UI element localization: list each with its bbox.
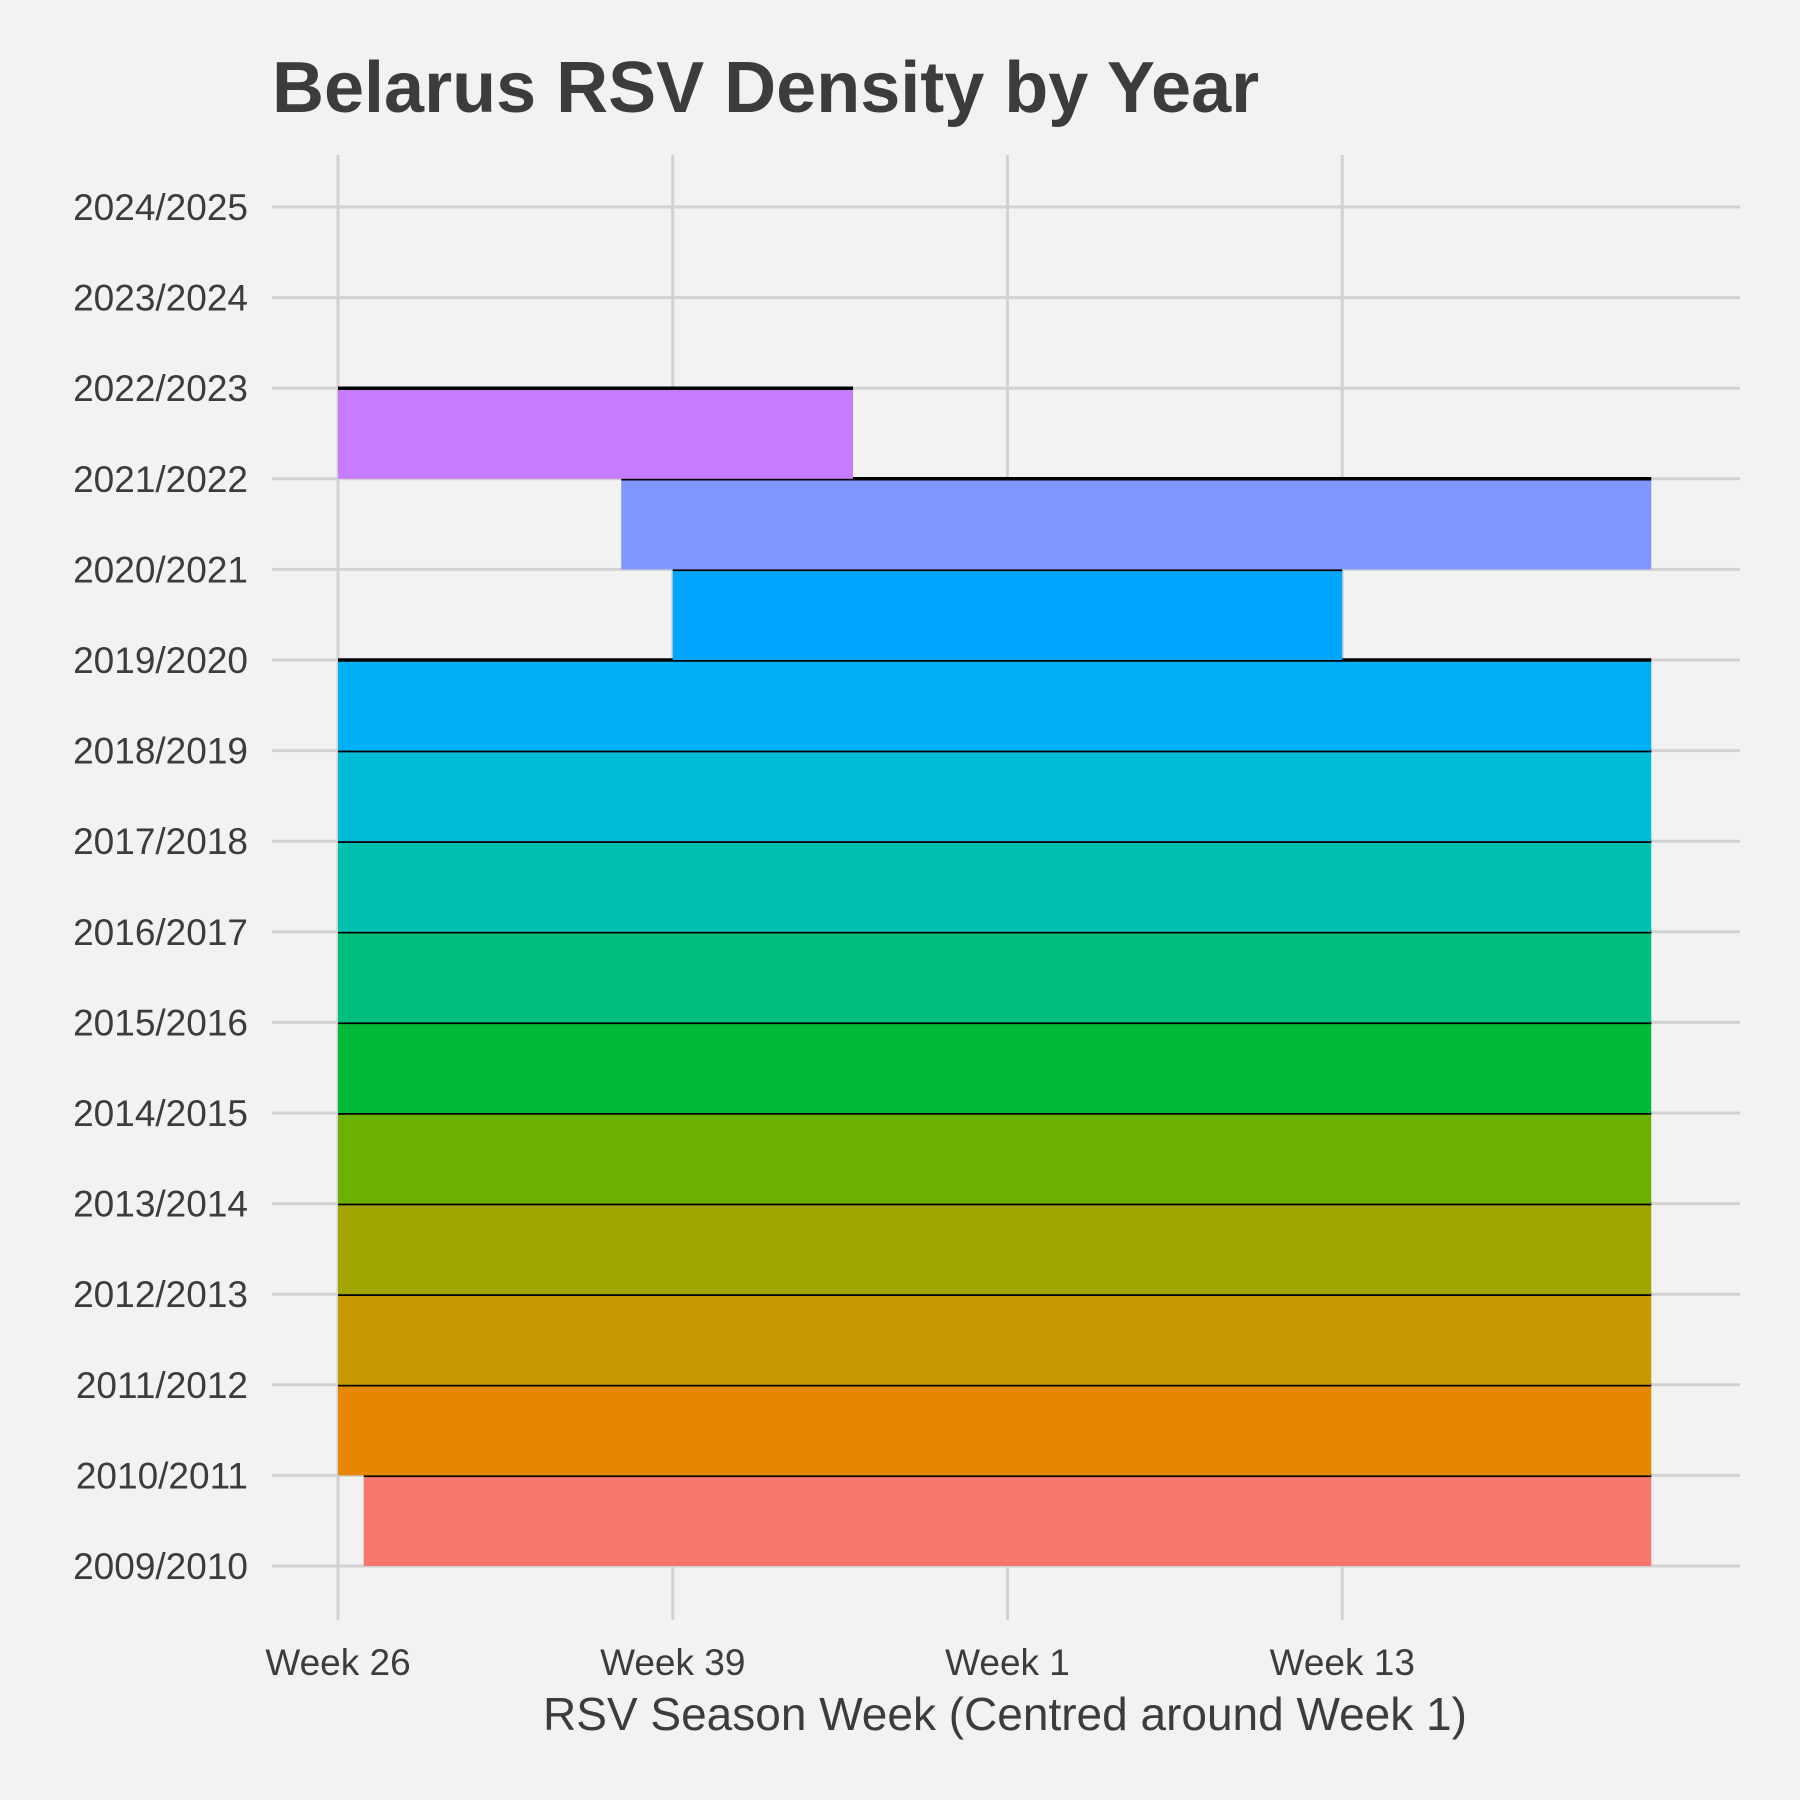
ridge-fill [338, 1294, 1652, 1385]
ridge-fill [338, 1113, 1652, 1204]
y-tick-label: 2019/2020 [73, 640, 248, 681]
y-tick-label: 2017/2018 [73, 821, 248, 862]
ridge-fill [338, 1384, 1652, 1476]
x-tick-label: Week 39 [600, 1642, 745, 1683]
ridge-fill [338, 841, 1652, 932]
ridge-fill [338, 1203, 1652, 1295]
ridge-fill [338, 388, 853, 479]
y-tick-label: 2022/2023 [73, 368, 248, 409]
y-tick-label: 2014/2015 [73, 1093, 248, 1134]
y-tick-label: 2016/2017 [73, 912, 248, 953]
ridge-fill [338, 660, 1652, 751]
x-axis-title: RSV Season Week (Centred around Week 1) [543, 1688, 1467, 1740]
x-tick-labels: Week 26 Week 39 Week 1 Week 13 [265, 1642, 1415, 1683]
y-tick-label: 2023/2024 [73, 278, 248, 319]
ridge-fill [363, 1475, 1652, 1566]
y-tick-label: 2012/2013 [73, 1274, 248, 1315]
ridge-bands [338, 386, 1652, 1566]
y-tick-label: 2010/2011 [76, 1455, 248, 1496]
ridge-fill [338, 1022, 1652, 1113]
ridge-fill [338, 931, 1652, 1023]
ridge-fill [338, 750, 1652, 842]
y-tick-label: 2021/2022 [73, 459, 248, 500]
x-tick-label: Week 13 [1270, 1642, 1415, 1683]
x-tick-label: Week 1 [945, 1642, 1070, 1683]
y-tick-label: 2024/2025 [73, 187, 248, 228]
y-tick-label: 2018/2019 [73, 731, 248, 772]
ridge-fill [621, 478, 1652, 570]
y-tick-label: 2011/2012 [76, 1365, 248, 1406]
x-tick-label: Week 26 [265, 1642, 410, 1683]
y-tick-label: 2020/2021 [73, 549, 248, 590]
y-tick-label: 2009/2010 [73, 1546, 248, 1587]
y-tick-label: 2015/2016 [73, 1002, 248, 1043]
y-tick-labels: 2009/2010 2010/2011 2011/2012 2012/2013 2013… [73, 187, 248, 1587]
ridge-fill [672, 569, 1343, 660]
chart-title: Belarus RSV Density by Year [272, 48, 1259, 128]
y-tick-label: 2013/2014 [73, 1184, 248, 1225]
